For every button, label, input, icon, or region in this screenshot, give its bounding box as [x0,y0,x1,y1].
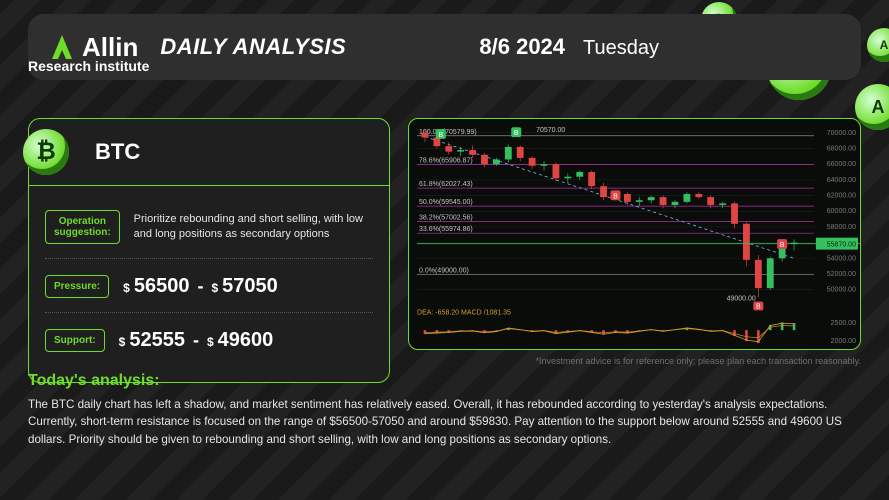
asset-summary-card: ₿ BTC Operation suggestion: Prioritize r… [28,118,390,383]
suggestion-label: Operation suggestion: [45,210,120,244]
svg-text:B: B [780,242,785,249]
svg-text:B: B [613,193,618,200]
svg-text:70570.00: 70570.00 [536,127,565,134]
support-a: 52555 [129,329,185,352]
decor-coin-icon: A [867,28,889,62]
svg-text:61.8%(62027.43): 61.8%(62027.43) [419,181,473,188]
header-bar: Allin DAILY ANALYSIS 8/6 2024 Tuesday [28,14,861,80]
svg-text:33.6%(55974.86): 33.6%(55974.86) [419,226,473,233]
svg-text:B: B [514,130,519,137]
currency-symbol: $ [211,281,218,295]
svg-text:60000.00: 60000.00 [827,208,856,215]
support-b: 49600 [218,329,274,352]
page-title: DAILY ANALYSIS [160,34,346,60]
svg-text:38.2%(57002.56): 38.2%(57002.56) [419,215,473,222]
svg-text:70000.00: 70000.00 [827,130,856,137]
svg-text:66000.00: 66000.00 [827,161,856,168]
svg-text:49000.00: 49000.00 [727,296,756,303]
analysis-block: Today's analysis: The BTC daily chart ha… [28,372,861,448]
svg-text:68000.00: 68000.00 [827,145,856,152]
pressure-high: 57050 [222,275,278,298]
svg-text:2500.00: 2500.00 [831,320,856,327]
asset-coin-icon: ₿ [23,129,69,175]
weekday: Tuesday [583,37,659,60]
pressure-low: 56500 [134,275,190,298]
currency-symbol: $ [123,281,130,295]
asset-symbol: BTC [95,139,140,165]
pressure-label: Pressure: [45,275,109,298]
support-label: Support: [45,329,105,352]
currency-symbol: $ [119,335,126,349]
svg-text:B: B [756,303,761,310]
analysis-heading: Today's analysis: [28,372,861,390]
svg-text:50000.00: 50000.00 [827,287,856,294]
svg-text:B: B [438,132,443,139]
brand-mark-icon [50,33,74,61]
svg-text:54000.00: 54000.00 [827,255,856,262]
date: 8/6 2024 [479,34,565,60]
svg-text:78.6%(65906.87): 78.6%(65906.87) [419,158,473,165]
svg-text:64000.00: 64000.00 [827,177,856,184]
support-field: Support: $ 52555 - $ 49600 [45,312,373,366]
disclaimer-text: *Investment advice is for reference only… [535,356,861,366]
svg-text:52000.00: 52000.00 [827,271,856,278]
svg-text:58000.00: 58000.00 [827,224,856,231]
suggestion-text: Prioritize rebounding and short selling,… [134,212,373,243]
currency-symbol: $ [207,335,214,349]
brand-subhead: Research institute [28,58,149,74]
svg-text:0.0%(49000.00): 0.0%(49000.00) [419,268,469,275]
price-chart: 70000.00 68000.00 66000.00 64000.00 62000.00… [408,118,861,350]
svg-text:2000.00: 2000.00 [831,338,856,345]
asset-header: ₿ BTC [29,119,389,186]
svg-text:DEA: -658.20 MACD /1081.35: DEA: -658.20 MACD /1081.35 [417,309,511,316]
analysis-body: The BTC daily chart has left a shadow, a… [28,396,861,448]
svg-text:62000.00: 62000.00 [827,193,856,200]
date-block: 8/6 2024 Tuesday [479,34,659,60]
pressure-field: Pressure: $ 56500 - $ 57050 [45,258,373,312]
operation-suggestion-field: Operation suggestion: Prioritize rebound… [45,200,373,258]
svg-text:55870.00: 55870.00 [827,242,856,249]
svg-text:50.0%(59545.00): 50.0%(59545.00) [419,199,473,206]
